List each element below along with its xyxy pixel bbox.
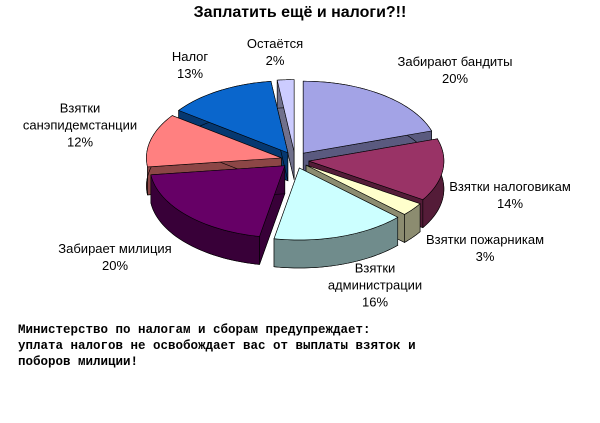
slice	[308, 138, 445, 200]
category-label: Остаётся	[246, 36, 304, 51]
slice	[302, 80, 433, 154]
slice	[273, 167, 399, 241]
category-label: Налог	[171, 49, 209, 64]
data-label: Взятки налоговикам 14%	[410, 178, 600, 212]
slice	[178, 81, 289, 154]
slice	[276, 79, 295, 152]
slice-group	[150, 165, 286, 265]
category-label: Взятки налоговикам	[449, 179, 571, 194]
slice	[150, 165, 286, 237]
category-label: Взятки пожарникам	[425, 232, 545, 247]
data-label: Остаётся 2%	[225, 35, 325, 69]
data-label: Налог 13%	[140, 48, 240, 82]
category-label: Забирает милиция	[58, 241, 172, 256]
value-label: 16%	[361, 294, 389, 310]
data-label: Взятки пожарникам 3%	[385, 231, 585, 265]
value-label: 3%	[475, 249, 495, 264]
chart-title: Заплатить ещё и налоги?!!	[193, 4, 407, 21]
annotation-block: Министерство по налогам и сборам предупр…	[18, 322, 416, 370]
value-label: 2%	[265, 53, 285, 68]
annotation-line: поборов милиции!	[18, 355, 139, 369]
slice	[305, 164, 421, 215]
slice-group	[273, 167, 399, 269]
category-label: Взятки администрации	[327, 260, 423, 293]
slice	[146, 115, 282, 168]
category-label: Забирают бандиты	[397, 54, 513, 69]
annotation-line: уплата налогов не освобождает вас от вып…	[18, 339, 416, 353]
value-label: 13%	[176, 66, 204, 81]
category-label: Взятки санэпидемстанции	[22, 100, 138, 133]
value-label: 20%	[441, 71, 469, 86]
annotation-line: Министерство по налогам и сборам предупр…	[18, 323, 371, 337]
value-label: 14%	[496, 196, 524, 211]
data-label: Забирают бандиты 20%	[355, 53, 555, 87]
data-label: Взятки администрации 16%	[325, 260, 425, 311]
value-label: 20%	[101, 258, 129, 273]
data-label: Взятки санэпидемстанции 12%	[23, 100, 138, 151]
data-label: Забирает милиция 20%	[15, 240, 215, 274]
value-label: 12%	[66, 134, 94, 150]
